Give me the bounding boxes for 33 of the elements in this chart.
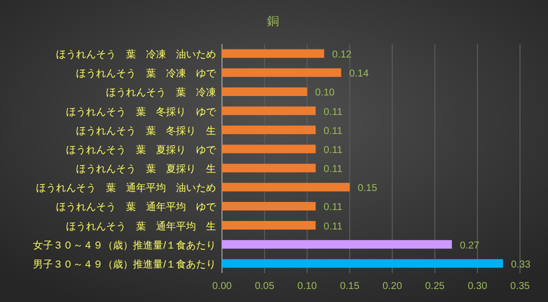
data-label: 0.27	[460, 240, 480, 252]
data-label: 0.10	[315, 88, 336, 99]
x-tick-label: 0.10	[297, 281, 318, 292]
x-tick-label: 0.35	[510, 281, 530, 292]
y-tick-label: ほうれんそう 葉 通年平均 ゆで	[56, 201, 217, 214]
x-tick-label: 0.30	[468, 281, 488, 292]
x-tick-label: 0.05	[254, 281, 275, 292]
data-label: 0.14	[349, 68, 370, 80]
data-label: 0.11	[324, 144, 343, 156]
y-tick-label: ほうれんそう 葉 冬採り 生	[76, 124, 216, 137]
y-tick-label: 女子３０～４９（歳）推進量/１食あたり	[33, 239, 216, 252]
y-tick-label: ほうれんそう 葉 通年平均 油いため	[36, 182, 216, 194]
y-tick-label: ほうれんそう 葉 冬採り ゆで	[66, 106, 217, 118]
data-label: 0.11	[324, 164, 343, 176]
x-tick-label: 0.15	[340, 281, 360, 292]
y-tick-label: ほうれんそう 葉 冷凍 ゆで	[76, 68, 217, 80]
x-tick-label: 0.25	[425, 281, 446, 292]
data-label: 0.11	[324, 126, 343, 137]
title: 銅	[267, 14, 279, 28]
data-label: 0.11	[324, 221, 343, 232]
x-tick-label: 0.20	[382, 281, 402, 292]
y-tick-label: ほうれんそう 葉 通年平均 生	[66, 220, 216, 232]
data-label: 0.11	[324, 106, 343, 118]
y-tick-label: ほうれんそう 葉 冷凍 油いため	[56, 48, 216, 61]
data-label: 0.12	[332, 50, 352, 61]
y-tick-label: ほうれんそう 葉 夏採り ゆで	[66, 144, 217, 156]
y-tick-label: 男子３０～４９（歳）推進量/１食あたり	[33, 258, 216, 270]
y-tick-label: ほうれんそう 葉 冷凍	[106, 86, 216, 99]
data-label: 0.15	[358, 183, 378, 194]
x-tick-label: 0.00	[212, 281, 232, 292]
data-label: 0.11	[324, 202, 343, 214]
data-label: 0.33	[510, 259, 531, 270]
y-tick-label: ほうれんそう 葉 夏採り 生	[76, 163, 216, 176]
